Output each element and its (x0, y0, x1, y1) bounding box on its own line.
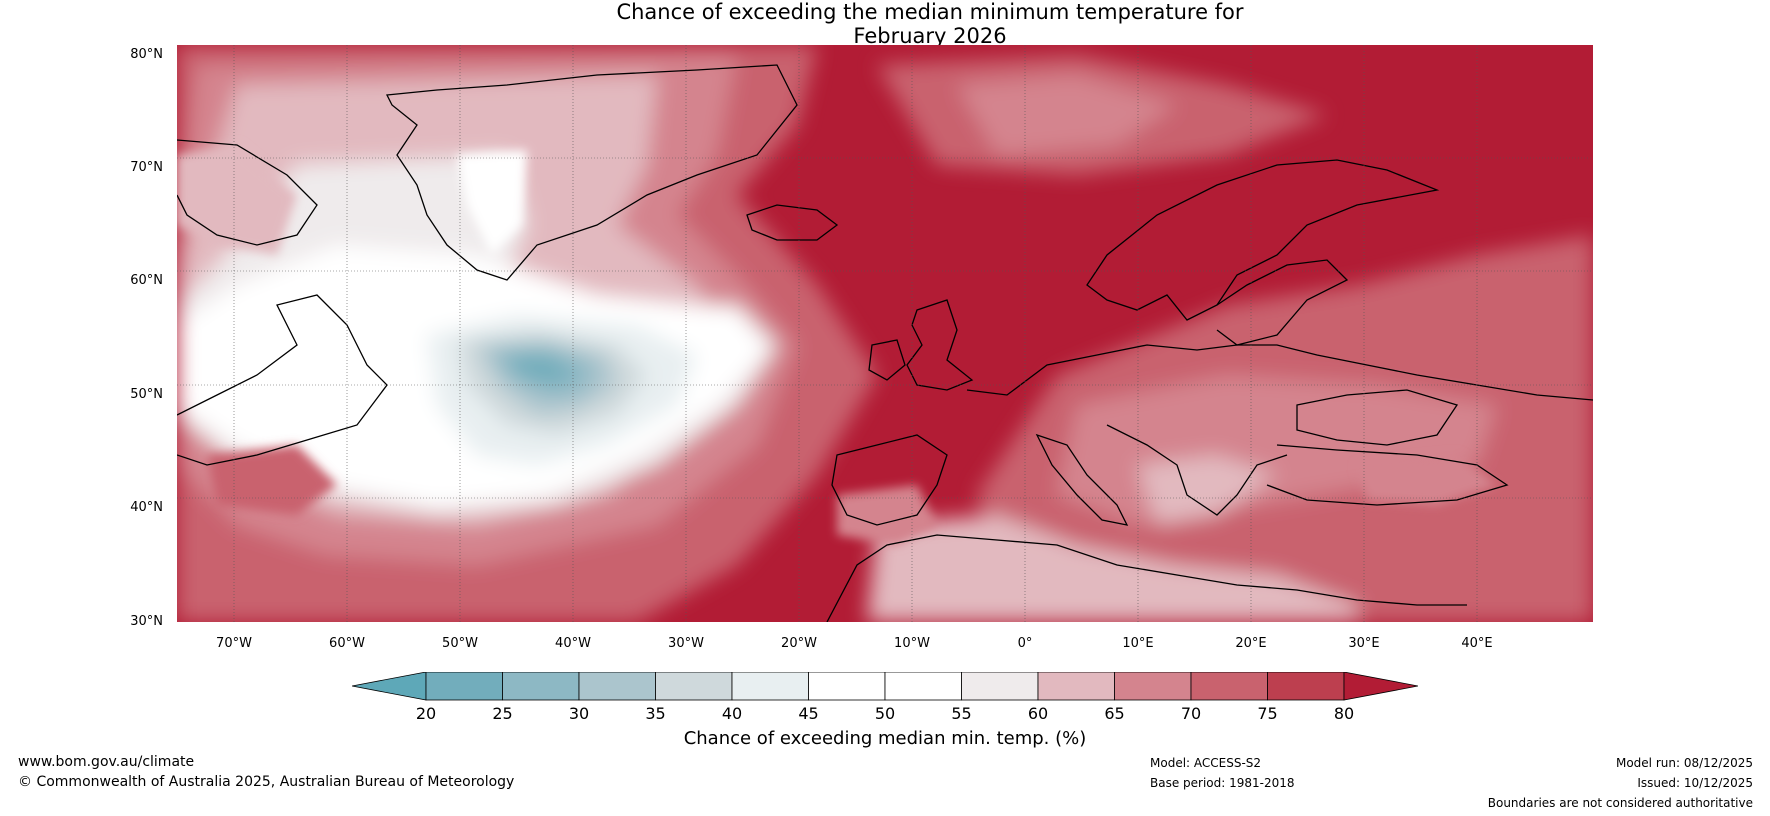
colorbar-tick: 65 (1104, 704, 1125, 723)
colorbar-label: Chance of exceeding median min. temp. (%… (683, 728, 1087, 749)
coastlines (177, 64, 1593, 622)
lat-label-70n: 70°N (130, 160, 163, 175)
colorbar-tick: 60 (1027, 704, 1049, 723)
lon-label-10w: 10°W (894, 636, 930, 651)
baltic-coast (1216, 259, 1349, 346)
black-sea-coast (1296, 389, 1459, 446)
lon-label-30w: 30°W (668, 636, 704, 651)
lon-label-60w: 60°W (329, 636, 365, 651)
lon-label-50w: 50°W (442, 636, 478, 651)
colorbar-extend-high (1343, 671, 1419, 701)
title-line-2: February 2026 (853, 24, 1007, 48)
lon-label-40e: 40°E (1461, 636, 1493, 651)
colorbar-segment (884, 671, 962, 701)
lon-label-0: 0° (1017, 636, 1033, 651)
iberia-coast (831, 434, 948, 526)
probability-map (177, 45, 1593, 622)
colorbar-segment (961, 671, 1039, 701)
lon-label-20w: 20°W (781, 636, 817, 651)
colorbar-segment (1190, 671, 1268, 701)
lat-label-50n: 50°N (130, 387, 163, 402)
lon-label-40w: 40°W (555, 636, 591, 651)
graticule (177, 45, 1593, 622)
colorbar-tick: 20 (415, 704, 437, 723)
colorbar-segment (425, 671, 503, 701)
colorbar-extend-low (351, 671, 427, 701)
greenland-coast (385, 64, 798, 281)
colorbar-segment (502, 671, 580, 701)
region-light-pink-balkans (1137, 455, 1277, 525)
footer-copyright: © Commonwealth of Australia 2025, Austra… (18, 774, 515, 790)
colorbar-tick: 50 (874, 704, 896, 723)
colorbar-tick: 30 (568, 704, 590, 723)
italy-coast (1035, 433, 1129, 526)
lon-label-30e: 30°E (1348, 636, 1380, 651)
footer-issued: Issued: 10/12/2025 (1637, 776, 1753, 790)
baffin-region (177, 145, 297, 255)
turkey-pink (1357, 455, 1497, 505)
iceland-coast (746, 204, 839, 241)
colorbar-tick: 45 (798, 704, 819, 723)
colorbar-tick: 80 (1333, 704, 1355, 723)
title-line-1: Chance of exceeding the median minimum t… (616, 0, 1244, 24)
colorbar-segment (808, 671, 886, 701)
greenland-white (457, 150, 527, 255)
ireland-coast (868, 339, 906, 381)
footer-model: Model: ACCESS-S2 (1150, 756, 1262, 770)
turkey-coast (1266, 444, 1509, 506)
region-light-pink-sahara (867, 515, 1357, 622)
colorbar-segment (1114, 671, 1192, 701)
lon-label-10e: 10°E (1122, 636, 1154, 651)
labrador-coast (177, 294, 388, 466)
footer-url: www.bom.gov.au/climate (18, 754, 195, 770)
scandinavia-coast (1086, 159, 1440, 321)
colorbar-tick: 55 (951, 704, 972, 723)
iberia-pink (837, 485, 937, 545)
baffin-coast (177, 139, 318, 246)
lon-label-70w: 70°W (216, 636, 252, 651)
footer-disclaimer: Boundaries are not considered authoritat… (1487, 796, 1753, 810)
region-deep-teal (507, 355, 572, 385)
colorbar-tick: 75 (1257, 704, 1278, 723)
colorbar-tick: 70 (1180, 704, 1202, 723)
chart-title: Chance of exceeding the median minimum t… (0, 0, 1770, 48)
lat-label-60n: 60°N (130, 273, 163, 288)
lat-label-30n: 30°N (130, 614, 163, 629)
lat-label-40n: 40°N (130, 500, 163, 515)
colorbar-tick: 35 (645, 704, 666, 723)
colorbar-tick: 40 (721, 704, 743, 723)
colorbar-segment (578, 671, 656, 701)
europe-coast (966, 344, 1593, 401)
lon-label-20e: 20°E (1235, 636, 1267, 651)
africa-coast (826, 534, 1467, 622)
footer-base-period: Base period: 1981-2018 (1150, 776, 1295, 790)
colorbar-segment (1267, 671, 1345, 701)
lat-label-80n: 80°N (130, 47, 163, 62)
colorbar-segment (731, 671, 809, 701)
footer-model-run: Model run: 08/12/2025 (1615, 756, 1753, 770)
balkans-coast (1106, 424, 1288, 516)
colorbar-segment (655, 671, 733, 701)
region-pink-north (957, 75, 1177, 155)
britain-coast (906, 299, 974, 391)
colorbar-tick: 25 (492, 704, 513, 723)
labrador-red (207, 445, 337, 515)
colorbar (351, 671, 1419, 708)
colorbar-segment (1037, 671, 1115, 701)
